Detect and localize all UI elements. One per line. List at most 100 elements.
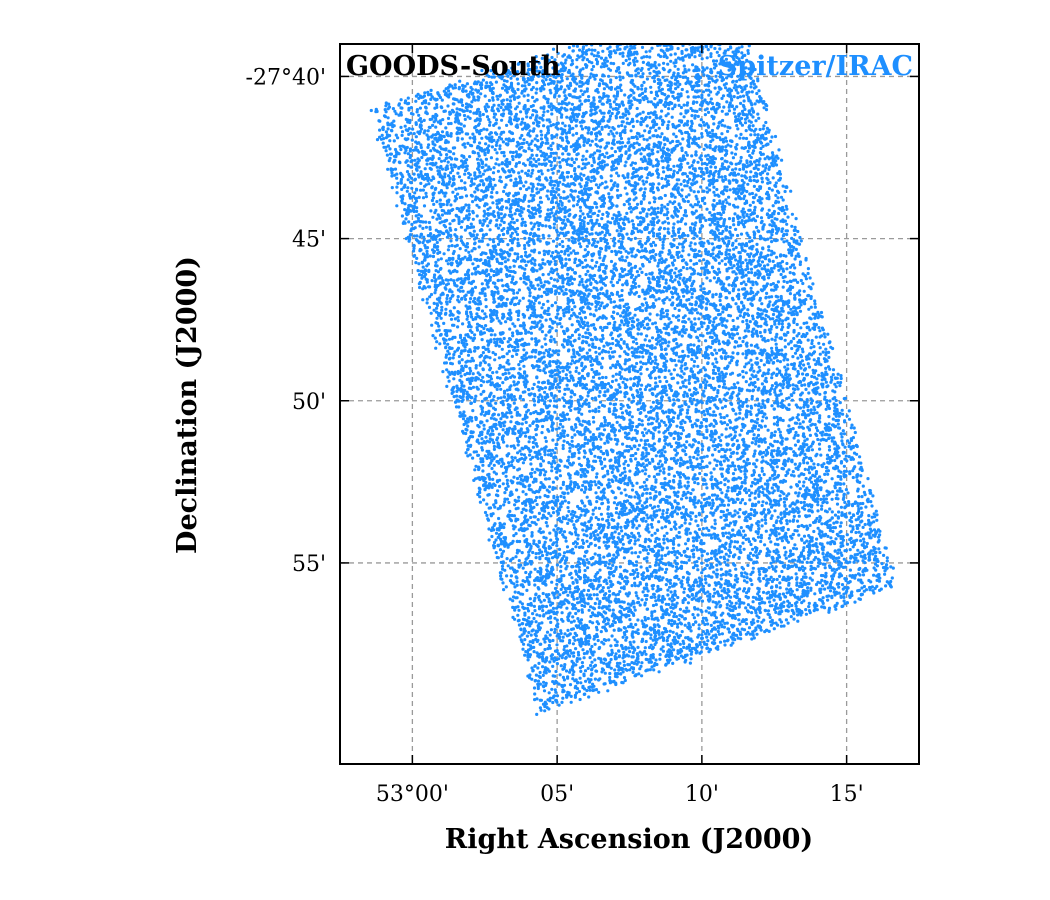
data-point <box>578 346 582 350</box>
data-point <box>638 220 643 224</box>
data-point <box>521 117 525 121</box>
data-point <box>421 188 425 192</box>
data-point <box>607 589 612 593</box>
data-point <box>518 299 522 303</box>
data-point <box>424 195 428 199</box>
data-point <box>406 186 410 190</box>
data-point <box>679 409 683 413</box>
data-point <box>593 658 597 662</box>
data-point <box>570 359 575 363</box>
data-point <box>607 40 610 43</box>
data-point <box>728 7 731 10</box>
data-point <box>653 243 658 247</box>
data-point <box>558 242 562 246</box>
data-point <box>707 611 711 615</box>
data-point <box>393 147 398 152</box>
data-point <box>593 396 598 400</box>
data-point <box>654 490 658 494</box>
data-point <box>608 102 612 106</box>
data-point <box>523 371 527 375</box>
data-point <box>796 619 800 623</box>
data-point <box>706 324 710 328</box>
data-point <box>720 474 725 478</box>
data-point <box>676 17 679 20</box>
data-point <box>482 498 486 502</box>
data-point <box>744 622 749 626</box>
data-point <box>611 412 615 416</box>
data-point <box>564 373 568 377</box>
data-point <box>558 381 562 385</box>
data-point <box>671 661 675 666</box>
data-point <box>578 274 582 278</box>
data-point <box>853 430 857 435</box>
data-point <box>510 415 514 419</box>
data-point <box>566 465 570 469</box>
data-point <box>770 346 774 350</box>
data-point <box>476 108 480 112</box>
data-point <box>746 563 750 568</box>
data-point <box>730 296 735 300</box>
data-point <box>515 352 519 356</box>
data-point <box>594 137 598 141</box>
data-point <box>559 587 563 592</box>
data-point <box>785 587 789 591</box>
data-point <box>490 145 494 149</box>
data-point <box>698 38 701 41</box>
data-point <box>538 566 542 570</box>
data-point <box>645 458 650 462</box>
data-point <box>741 437 746 441</box>
data-point <box>566 491 570 495</box>
data-point <box>690 593 695 597</box>
data-point <box>517 288 522 292</box>
data-point <box>749 484 754 488</box>
data-point <box>847 455 851 459</box>
data-point <box>567 455 571 459</box>
data-point <box>507 349 511 353</box>
data-point <box>559 664 563 668</box>
data-point <box>746 630 750 635</box>
data-point <box>624 33 627 36</box>
data-point <box>739 33 742 36</box>
data-point <box>651 240 656 245</box>
data-point <box>786 330 790 335</box>
data-point <box>561 158 565 162</box>
data-point <box>580 361 584 365</box>
data-point <box>430 135 434 139</box>
data-point <box>553 278 557 282</box>
data-point <box>765 291 769 295</box>
data-point <box>680 87 684 92</box>
data-point <box>555 694 560 698</box>
data-point <box>842 432 847 436</box>
data-point <box>503 491 507 495</box>
data-point <box>559 250 564 254</box>
data-point <box>726 458 730 462</box>
data-point <box>583 166 587 170</box>
data-point <box>694 407 698 411</box>
data-point <box>541 673 545 678</box>
data-point <box>708 188 712 192</box>
data-point <box>728 101 732 105</box>
data-point <box>705 635 709 639</box>
data-point <box>710 525 714 529</box>
data-point <box>693 480 697 485</box>
data-point <box>640 674 644 678</box>
data-point <box>579 245 583 249</box>
data-point <box>519 110 523 114</box>
data-point <box>704 339 708 343</box>
data-point <box>728 126 732 130</box>
data-point <box>704 9 707 12</box>
data-point <box>568 446 572 450</box>
data-point <box>540 133 544 137</box>
data-point <box>648 288 652 293</box>
data-point <box>524 254 528 258</box>
data-point <box>584 340 588 344</box>
data-point <box>697 350 702 354</box>
data-point <box>683 521 687 525</box>
data-point <box>713 86 717 90</box>
data-point <box>491 432 495 436</box>
data-point <box>643 187 647 191</box>
data-point <box>633 46 637 50</box>
data-point <box>641 288 645 292</box>
data-point <box>664 352 669 356</box>
data-point <box>547 306 551 310</box>
